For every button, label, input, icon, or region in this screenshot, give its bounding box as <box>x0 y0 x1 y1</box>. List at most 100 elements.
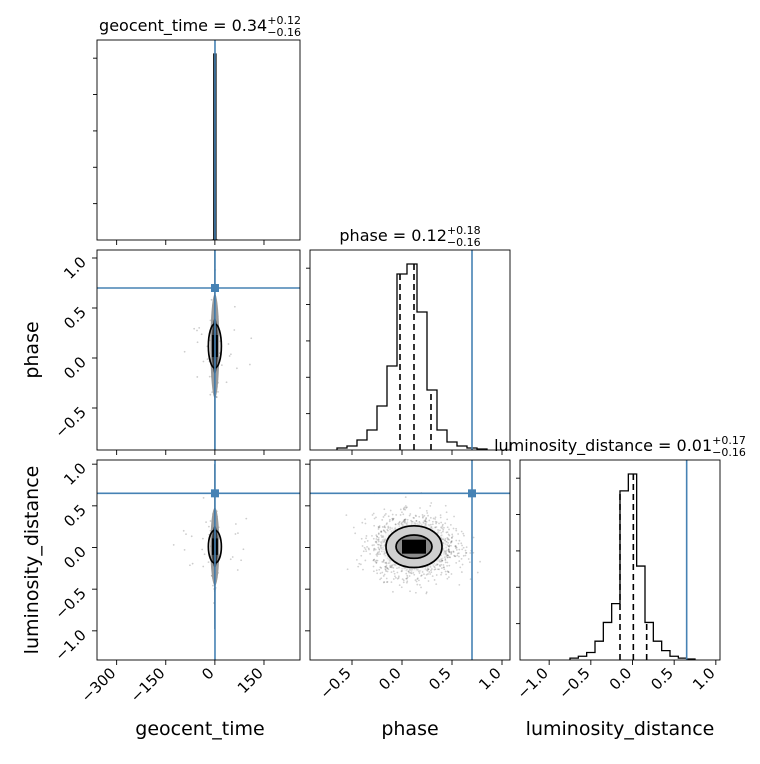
truth-marker <box>468 489 476 498</box>
scatter-point <box>394 576 397 579</box>
title-text-luminosity_distance: luminosity_distance = 0.01+0.17 <box>494 434 746 456</box>
scatter-point <box>427 573 429 575</box>
title-main: geocent_time = 0.34 <box>99 16 267 36</box>
scatter-point <box>384 526 387 529</box>
scatter-point <box>458 555 460 558</box>
scatter-point <box>380 536 383 538</box>
scatter-point <box>227 343 230 345</box>
scatter-point <box>444 559 447 561</box>
scatter-point <box>236 367 238 370</box>
scatter-point <box>385 562 388 565</box>
scatter-point <box>198 326 201 329</box>
scatter-point <box>405 581 408 584</box>
scatter-point <box>446 531 449 534</box>
scatter-point <box>377 536 380 539</box>
scatter-point <box>422 515 424 518</box>
scatter-point <box>372 537 375 540</box>
scatter-point <box>440 521 443 524</box>
scatter-point <box>447 548 450 551</box>
scatter-point <box>379 578 381 581</box>
scatter-point <box>443 566 445 569</box>
scatter-point <box>405 572 408 575</box>
scatter-point <box>385 564 388 567</box>
y-tick-label-phase: 1.0 <box>60 253 90 283</box>
scatter-point <box>209 520 212 522</box>
scatter-point <box>372 559 375 562</box>
scatter-point <box>231 556 234 558</box>
scatter-point <box>441 523 444 526</box>
scatter-point <box>236 569 239 571</box>
scatter-point <box>458 539 461 542</box>
scatter-point <box>435 522 437 525</box>
scatter-point <box>375 516 377 519</box>
scatter-point <box>364 548 367 551</box>
scatter-point <box>233 329 236 331</box>
scatter-point <box>402 508 405 511</box>
scatter-point <box>444 558 447 560</box>
scatter-point <box>447 533 450 536</box>
scatter-point <box>382 516 385 518</box>
scatter-point <box>364 522 367 525</box>
scatter-point <box>427 514 429 517</box>
scatter-point <box>360 554 363 557</box>
title-minus-luminosity_distance: −0.16 <box>712 446 746 459</box>
scatter-point <box>367 547 370 550</box>
scatter-point <box>191 562 194 565</box>
scatter-point <box>384 566 387 568</box>
scatter-point <box>193 327 196 330</box>
scatter-point <box>438 522 440 525</box>
scatter-point <box>461 563 464 566</box>
scatter-point <box>380 530 383 533</box>
scatter-point <box>378 549 381 551</box>
scatter-point <box>377 528 380 530</box>
scatter-point <box>384 565 387 568</box>
scatter-point <box>250 337 253 340</box>
x-tick-label-geocent_time: −150 <box>127 664 169 706</box>
scatter-point <box>366 546 368 548</box>
x-tick-label-phase: 0.5 <box>425 664 455 694</box>
scatter-point <box>373 544 375 546</box>
scatter-point <box>381 571 384 574</box>
scatter-point <box>445 511 448 514</box>
scatter-point <box>413 517 415 519</box>
scatter-point <box>424 520 427 523</box>
y-tick-label-luminosity_distance: 1.0 <box>60 459 90 489</box>
scatter-point <box>458 548 461 551</box>
scatter-point <box>447 550 450 553</box>
scatter-point <box>381 526 384 528</box>
scatter-point <box>380 567 383 569</box>
scatter-point <box>391 519 394 522</box>
scatter-point <box>376 543 379 546</box>
scatter-point <box>435 526 438 528</box>
scatter-point <box>451 536 453 539</box>
scatter-point <box>455 527 458 530</box>
x-tick-label-luminosity_distance: −0.5 <box>555 664 593 702</box>
scatter-point <box>406 506 408 509</box>
scatter-point <box>377 546 380 549</box>
scatter-point <box>440 571 443 574</box>
scatter-point <box>377 525 380 528</box>
scatter-point <box>383 525 386 527</box>
scatter-point <box>378 525 381 527</box>
scatter-point <box>402 520 405 522</box>
scatter-point <box>381 519 384 521</box>
scatter-point <box>434 568 437 571</box>
x-tick-label-luminosity_distance: 1.0 <box>689 664 719 694</box>
scatter-point <box>433 566 436 569</box>
scatter-point <box>426 569 429 572</box>
scatter-point <box>439 565 442 568</box>
scatter-point <box>449 556 451 559</box>
scatter-point <box>401 511 403 514</box>
scatter-point <box>383 514 386 517</box>
scatter-point <box>464 554 467 557</box>
scatter-point <box>385 566 388 569</box>
scatter-point <box>460 542 463 545</box>
scatter-point <box>465 546 468 549</box>
scatter-point <box>479 560 481 563</box>
scatter-point <box>446 554 449 557</box>
scatter-point <box>429 505 432 507</box>
scatter-point <box>397 575 400 578</box>
scatter-point <box>237 532 239 535</box>
scatter-point <box>379 553 381 555</box>
